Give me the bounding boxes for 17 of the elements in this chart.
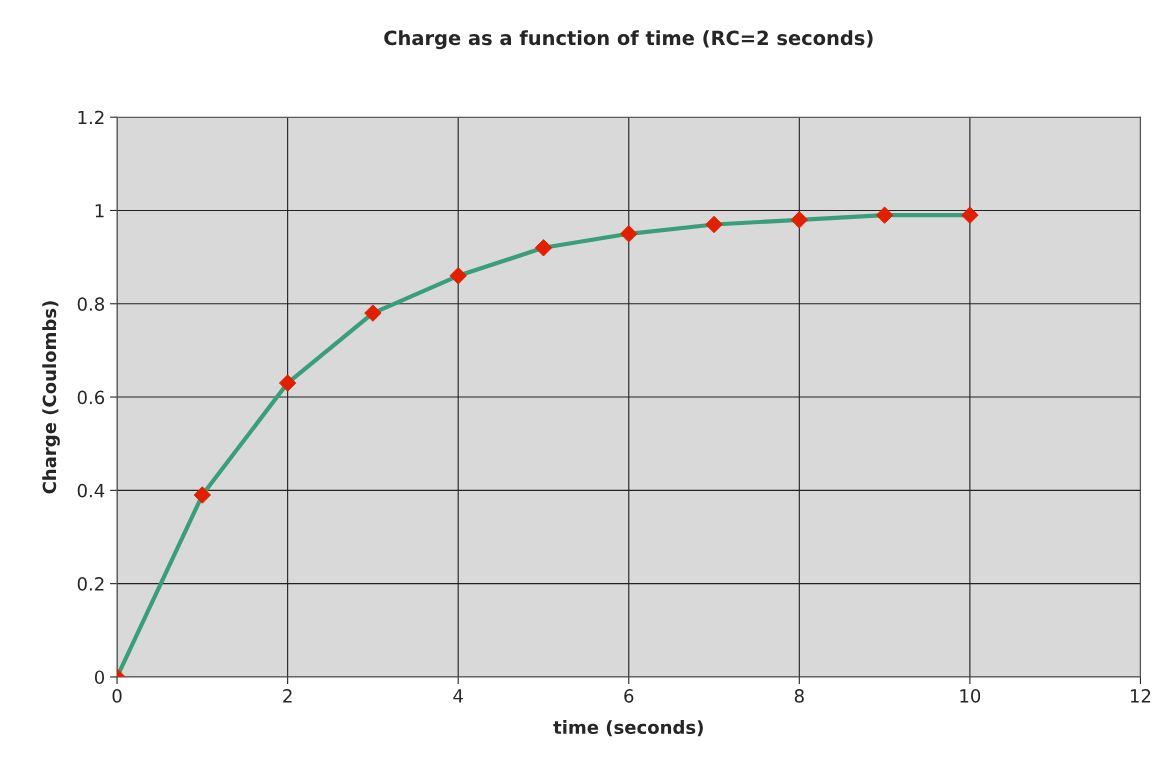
y-tick-label: 0	[94, 670, 105, 685]
y-axis-title: Charge (Coulombs)	[42, 301, 60, 494]
x-axis-title: time (seconds)	[553, 720, 703, 737]
y-tick-label: 0.6	[77, 390, 105, 405]
y-tick-label: 1	[95, 204, 104, 218]
chart-title: Charge as a function of time (RC=2 seconds)	[384, 30, 873, 50]
y-tick-label: 1.2	[78, 110, 104, 125]
x-tick-label: 6	[624, 689, 634, 703]
x-tick-label: 4	[453, 689, 463, 703]
x-tick-label: 2	[283, 689, 292, 703]
x-tick-label: 0	[112, 689, 122, 703]
y-tick-label: 0.8	[77, 297, 105, 311]
y-tick-label: 0.4	[77, 483, 105, 498]
y-tick-label: 0.2	[77, 577, 104, 591]
x-tick-label: 10	[960, 689, 981, 703]
x-tick-label: 8	[794, 689, 804, 703]
x-tick-label: 12	[1130, 689, 1151, 703]
